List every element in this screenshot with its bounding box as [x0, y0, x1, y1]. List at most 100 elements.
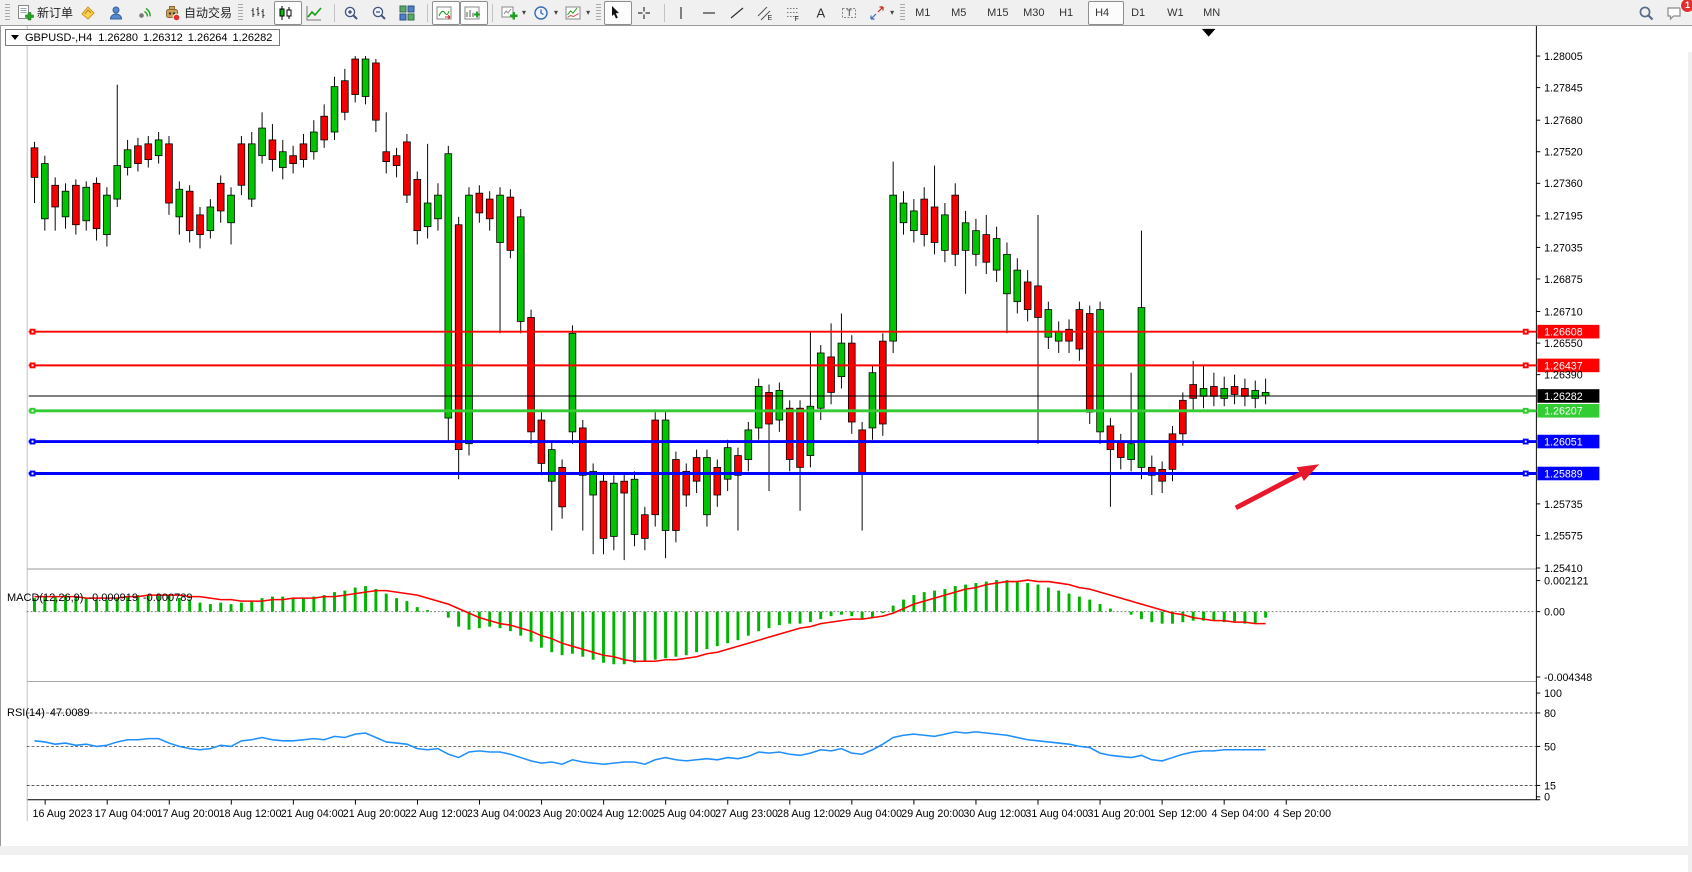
- zoom-out-button[interactable]: [367, 1, 395, 25]
- add-indicator-button[interactable]: [460, 0, 489, 25]
- template-button[interactable]: ▾: [561, 1, 593, 25]
- new-order-button[interactable]: 新订单: [13, 1, 76, 25]
- chevron-down-icon[interactable]: ▾: [554, 8, 559, 17]
- hline-object-1.26608[interactable]: [28, 328, 1537, 335]
- price-tag-1.26051: 1.26051: [1537, 434, 1600, 448]
- period-button[interactable]: ▾: [529, 1, 561, 25]
- svg-text:80: 80: [1544, 708, 1556, 720]
- macd-indicator-label: MACD(12,26,9) -0.000919 -0.000789: [7, 592, 193, 604]
- svg-text:1.26710: 1.26710: [1544, 306, 1583, 318]
- svg-text:28 Aug 12:00: 28 Aug 12:00: [777, 808, 840, 820]
- window-bottom-edge: [0, 846, 1692, 855]
- chart-high-value: 1.26312: [143, 31, 183, 44]
- svg-text:1.26437: 1.26437: [1544, 360, 1583, 372]
- period-icon: [532, 4, 550, 22]
- zoom-in-button[interactable]: [339, 1, 367, 25]
- candlestick-button[interactable]: [274, 0, 303, 25]
- main-toolbar: 新订单 自动交易 ▾ ▾ ▾ E F A T ▾ M1 M5 M15 M30 H1 H4 D1 W1 MN 1: [0, 0, 1692, 26]
- window-right-edge: [1688, 52, 1692, 872]
- search-button[interactable]: [1634, 1, 1662, 25]
- svg-text:30 Aug 12:00: 30 Aug 12:00: [963, 808, 1026, 820]
- one-click-trading-collapse-icon[interactable]: [11, 35, 19, 40]
- svg-text:1.27520: 1.27520: [1544, 147, 1583, 159]
- chart-shift-marker-icon: [1201, 28, 1216, 37]
- trendline-icon: [728, 4, 746, 22]
- hline-object-1.26437[interactable]: [28, 362, 1537, 369]
- toolbar-grip[interactable]: [900, 3, 906, 22]
- arrows-icon: [868, 4, 886, 22]
- indicator-window-button[interactable]: [432, 0, 461, 25]
- svg-text:29 Aug 04:00: 29 Aug 04:00: [839, 808, 902, 820]
- svg-text:1.26390: 1.26390: [1544, 370, 1583, 382]
- trendline-button[interactable]: [725, 1, 753, 25]
- chart-frames: [26, 26, 1541, 822]
- timeframe-m5-button[interactable]: M5: [951, 6, 967, 19]
- new-chart-button[interactable]: ▾: [497, 1, 529, 25]
- crosshair-button[interactable]: [632, 1, 660, 25]
- tile-windows-button[interactable]: [395, 1, 423, 25]
- svg-text:18 Aug 12:00: 18 Aug 12:00: [219, 808, 282, 820]
- macd-name: MACD(12,26,9): [7, 592, 84, 604]
- svg-text:1.27845: 1.27845: [1544, 83, 1583, 95]
- arrows-button[interactable]: ▾: [865, 1, 897, 25]
- equidistant-channel-button[interactable]: E: [753, 1, 781, 25]
- timeframe-mn-button[interactable]: MN: [1203, 6, 1221, 19]
- rsi-value: 47.0089: [49, 707, 90, 719]
- svg-text:24 Aug 12:00: 24 Aug 12:00: [591, 808, 654, 820]
- timeframe-h4-button[interactable]: H4: [1088, 0, 1125, 25]
- svg-text:1.26608: 1.26608: [1544, 327, 1583, 339]
- hline-object-1.25889[interactable]: [28, 470, 1537, 477]
- svg-text:1.25410: 1.25410: [1544, 563, 1583, 575]
- chevron-down-icon[interactable]: ▾: [522, 8, 527, 17]
- svg-text:0.002121: 0.002121: [1544, 575, 1589, 587]
- svg-text:1.27360: 1.27360: [1544, 178, 1583, 190]
- vertical-line-button[interactable]: [669, 1, 697, 25]
- chevron-down-icon[interactable]: ▾: [586, 8, 591, 17]
- indicator-window-icon: [435, 4, 453, 22]
- cursor-button[interactable]: [604, 0, 633, 25]
- new-order-icon: [16, 4, 34, 22]
- chart-low-value: 1.26264: [187, 31, 228, 44]
- label-button[interactable]: T: [837, 1, 865, 25]
- signals-button[interactable]: [132, 1, 160, 25]
- timeframe-d1-button[interactable]: D1: [1131, 6, 1146, 19]
- chart-canvas[interactable]: 1.26608 1.26437 1.26282 1.26207 1.26051 1.258…: [1, 26, 1692, 855]
- timeframe-h1-button[interactable]: H1: [1059, 6, 1074, 19]
- svg-text:E: E: [768, 15, 773, 22]
- price-axis: 1.28005 1.27845 1.27680 1.27520 1.27360 1.271…: [1536, 51, 1583, 575]
- timeframe-m30-button[interactable]: M30: [1023, 6, 1045, 19]
- arrow-annotation[interactable]: [1234, 464, 1320, 511]
- svg-text:1.25735: 1.25735: [1544, 499, 1583, 511]
- svg-text:T: T: [847, 8, 853, 18]
- fibonacci-button[interactable]: F: [781, 1, 809, 25]
- bar-chart-button[interactable]: [246, 1, 274, 25]
- algo-trading-button[interactable]: 自动交易: [160, 1, 235, 25]
- timeframe-m15-button[interactable]: M15: [987, 6, 1009, 19]
- svg-text:A: A: [817, 5, 826, 20]
- svg-text:1.27680: 1.27680: [1544, 115, 1583, 127]
- horizontal-line-button[interactable]: [697, 1, 725, 25]
- chart-window: GBPUSD-,H4 1.26280 1.26312 1.26264 1.262…: [0, 26, 1692, 872]
- hline-object-1.26207[interactable]: [28, 407, 1537, 414]
- toolbar-grip[interactable]: [5, 3, 10, 22]
- metaeditor-button[interactable]: [76, 1, 104, 25]
- zoom-in-icon: [342, 4, 360, 22]
- timeframe-w1-button[interactable]: W1: [1167, 6, 1184, 19]
- tile-windows-icon: [398, 4, 416, 22]
- text-button[interactable]: A: [809, 1, 837, 25]
- hline-object-1.26051[interactable]: [28, 438, 1537, 445]
- profiles-button[interactable]: [104, 1, 132, 25]
- toolbar-grip[interactable]: [596, 3, 602, 22]
- notification-badge: 1: [1680, 0, 1692, 13]
- line-chart-button[interactable]: [302, 1, 330, 25]
- timeframe-m1-button[interactable]: M1: [915, 6, 931, 19]
- chat-button[interactable]: 1: [1662, 0, 1692, 25]
- toolbar-grip[interactable]: [238, 3, 244, 22]
- price-tag-1.26207: 1.26207: [1537, 403, 1600, 418]
- svg-text:31 Aug 20:00: 31 Aug 20:00: [1087, 808, 1150, 820]
- chevron-down-icon[interactable]: ▾: [890, 8, 895, 17]
- svg-text:1.25889: 1.25889: [1544, 468, 1583, 480]
- chart-title-box[interactable]: GBPUSD-,H4 1.26280 1.26312 1.26264 1.262…: [5, 29, 281, 46]
- svg-text:1.26207: 1.26207: [1544, 406, 1583, 418]
- svg-text:25 Aug 04:00: 25 Aug 04:00: [653, 808, 716, 820]
